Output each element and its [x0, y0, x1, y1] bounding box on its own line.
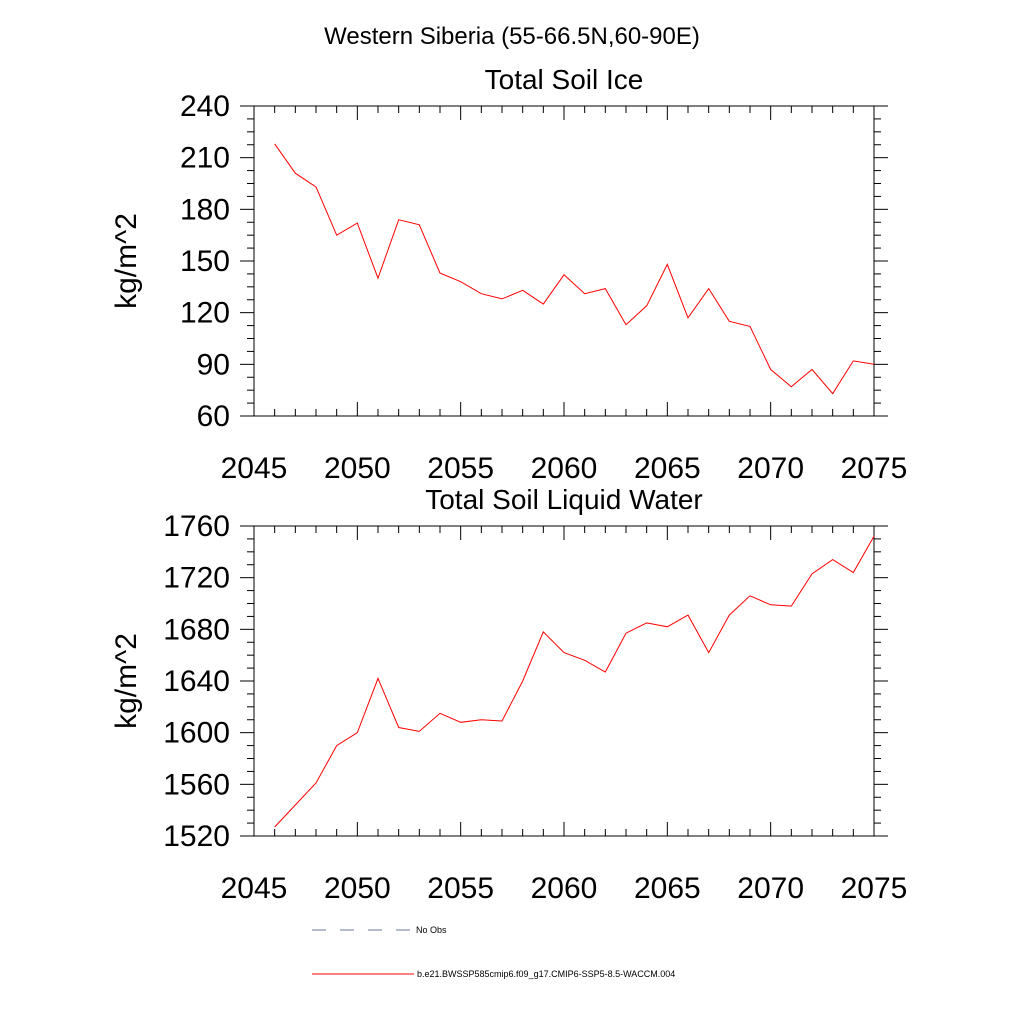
y-tick-label: 1520 — [163, 820, 230, 853]
legend-obs-label: No Obs — [416, 925, 447, 935]
y-tick-label: 1680 — [163, 613, 230, 646]
y-tick-label: 150 — [180, 245, 230, 278]
y-tick-label: 240 — [180, 90, 230, 123]
y-tick-label: 120 — [180, 297, 230, 330]
plot-frame-total-soil-ice — [253, 105, 875, 417]
legend-model-label: b.e21.BWSSP585cmip6.f09_g17.CMIP6-SSP5-8… — [417, 969, 675, 979]
x-tick-label: 2075 — [841, 872, 908, 905]
x-tick-label: 2070 — [737, 452, 804, 485]
x-tick-label: 2045 — [221, 452, 288, 485]
x-tick-label: 2075 — [841, 452, 908, 485]
x-tick-label: 2055 — [427, 872, 494, 905]
y-tick-label: 1560 — [163, 768, 230, 801]
y-tick-label: 1640 — [163, 665, 230, 698]
x-tick-label: 2065 — [634, 872, 701, 905]
x-tick-label: 2050 — [324, 872, 391, 905]
y-tick-label: 210 — [180, 142, 230, 175]
panel-total-soil-liquid-water: Total Soil Liquid Water kg/m^2 2045 2050 205… — [110, 484, 907, 905]
x-tick-label: 2050 — [324, 452, 391, 485]
chart-title-total-soil-liquid-water: Total Soil Liquid Water — [425, 484, 703, 515]
x-tick-label: 2045 — [221, 872, 288, 905]
y-axis-label-total-soil-ice: kg/m^2 — [110, 213, 143, 309]
y-tick-label: 1600 — [163, 717, 230, 750]
x-tick-label: 2065 — [634, 452, 701, 485]
chart-title-total-soil-ice: Total Soil Ice — [485, 64, 644, 95]
legend: No Obs b.e21.BWSSP585cmip6.f09_g17.CMIP6… — [312, 925, 675, 979]
series-line-total-soil-liquid-water — [274, 536, 875, 828]
x-tick-label: 2060 — [531, 872, 598, 905]
panel-total-soil-ice: Total Soil Ice kg/m^2 2045 2050 2055 2060 2065… — [110, 64, 907, 485]
y-tick-label: 1760 — [163, 510, 230, 543]
y-tick-label: 180 — [180, 193, 230, 226]
page-title: Western Siberia (55-66.5N,60-90E) — [324, 23, 700, 50]
y-tick-label: 1720 — [163, 562, 230, 595]
y-axis-label-total-soil-liquid-water: kg/m^2 — [110, 633, 143, 729]
plot-frame-total-soil-liquid-water — [253, 525, 875, 837]
x-tick-label: 2060 — [531, 452, 598, 485]
series-line-total-soil-ice — [274, 143, 875, 395]
y-tick-label: 90 — [197, 348, 230, 381]
x-tick-label: 2055 — [427, 452, 494, 485]
x-tick-label: 2070 — [737, 872, 804, 905]
y-tick-label: 60 — [197, 400, 230, 433]
